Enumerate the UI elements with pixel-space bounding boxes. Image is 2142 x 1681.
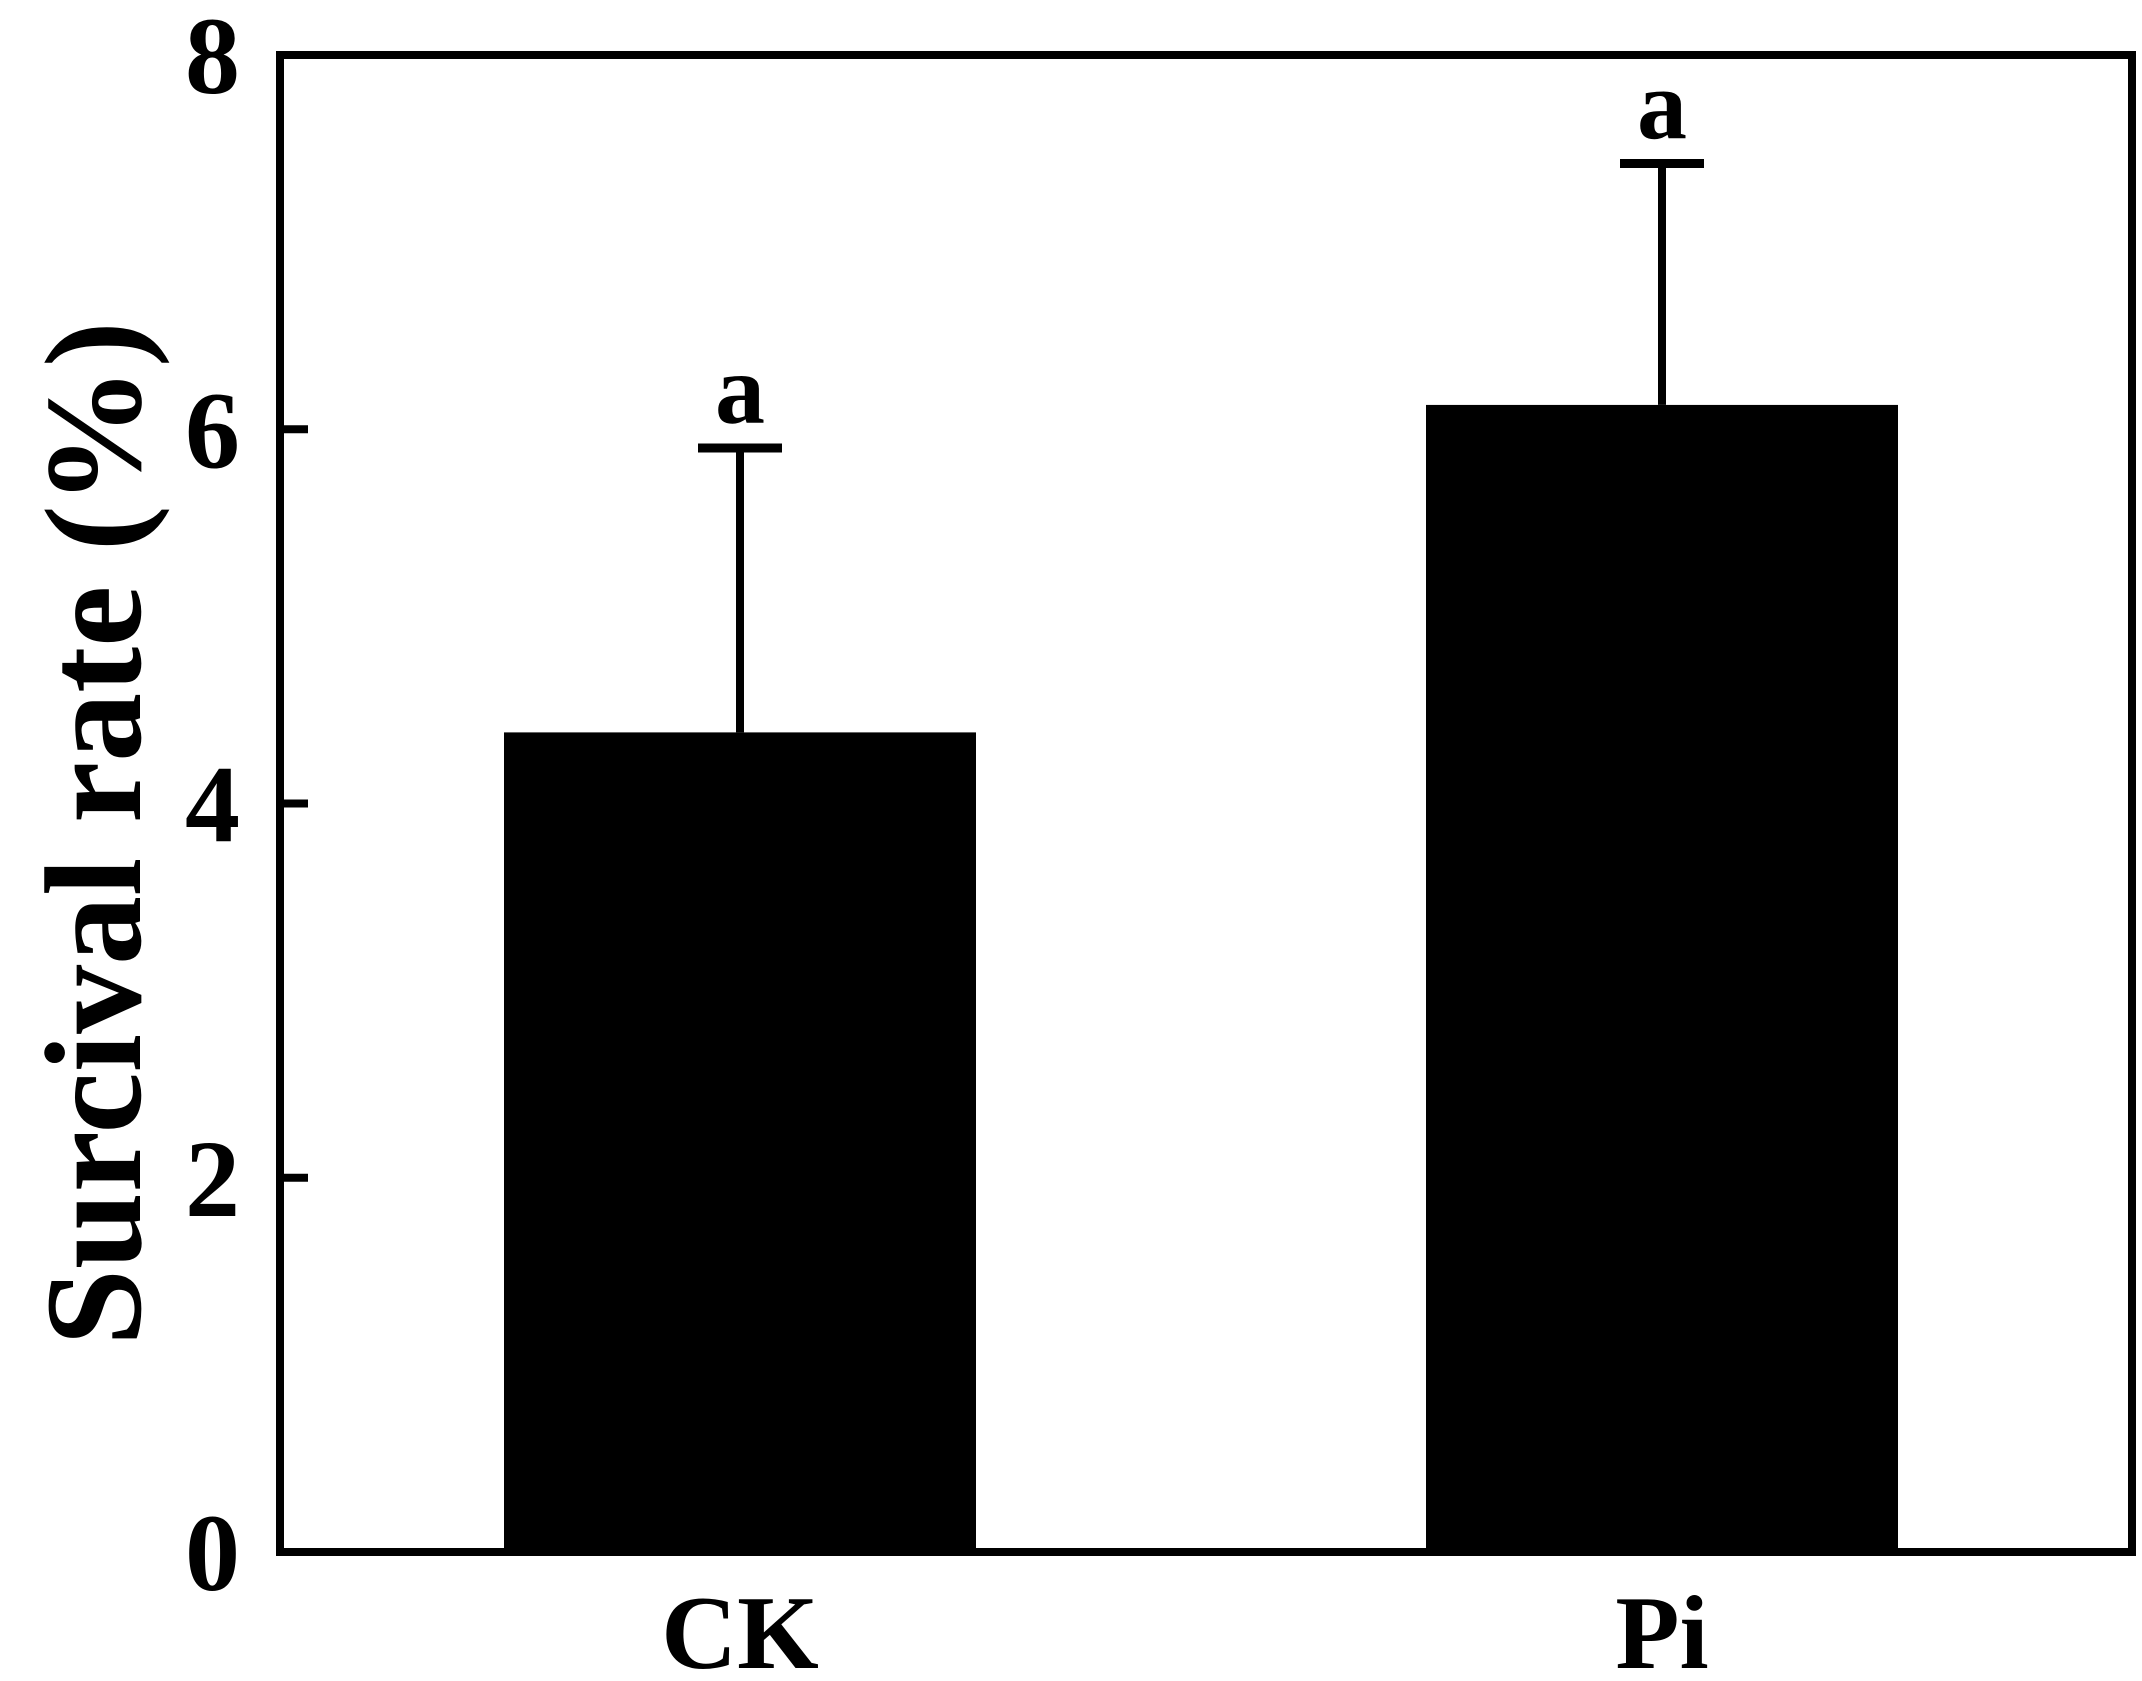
y-tick-label: 0 <box>185 1492 240 1614</box>
y-tick-label: 6 <box>185 369 240 491</box>
y-tick-label: 8 <box>185 0 240 117</box>
y-tick-label: 2 <box>185 1118 240 1240</box>
plot-layer: aa <box>504 50 1898 1553</box>
y-axis-ticks: 0 2 4 6 8 <box>185 0 308 1614</box>
significance-label-ck: a <box>715 334 765 445</box>
significance-label-pi: a <box>1637 50 1687 161</box>
bar-ck <box>504 732 976 1552</box>
x-category-label-ck: CK <box>661 1574 819 1681</box>
x-category-label-pi: Pi <box>1615 1574 1708 1681</box>
bar-pi <box>1426 404 1898 1553</box>
y-axis-title: Surcival rate (%) <box>17 321 170 1346</box>
x-axis-categories: CK Pi <box>661 1574 1708 1681</box>
y-tick-label: 4 <box>185 744 240 866</box>
